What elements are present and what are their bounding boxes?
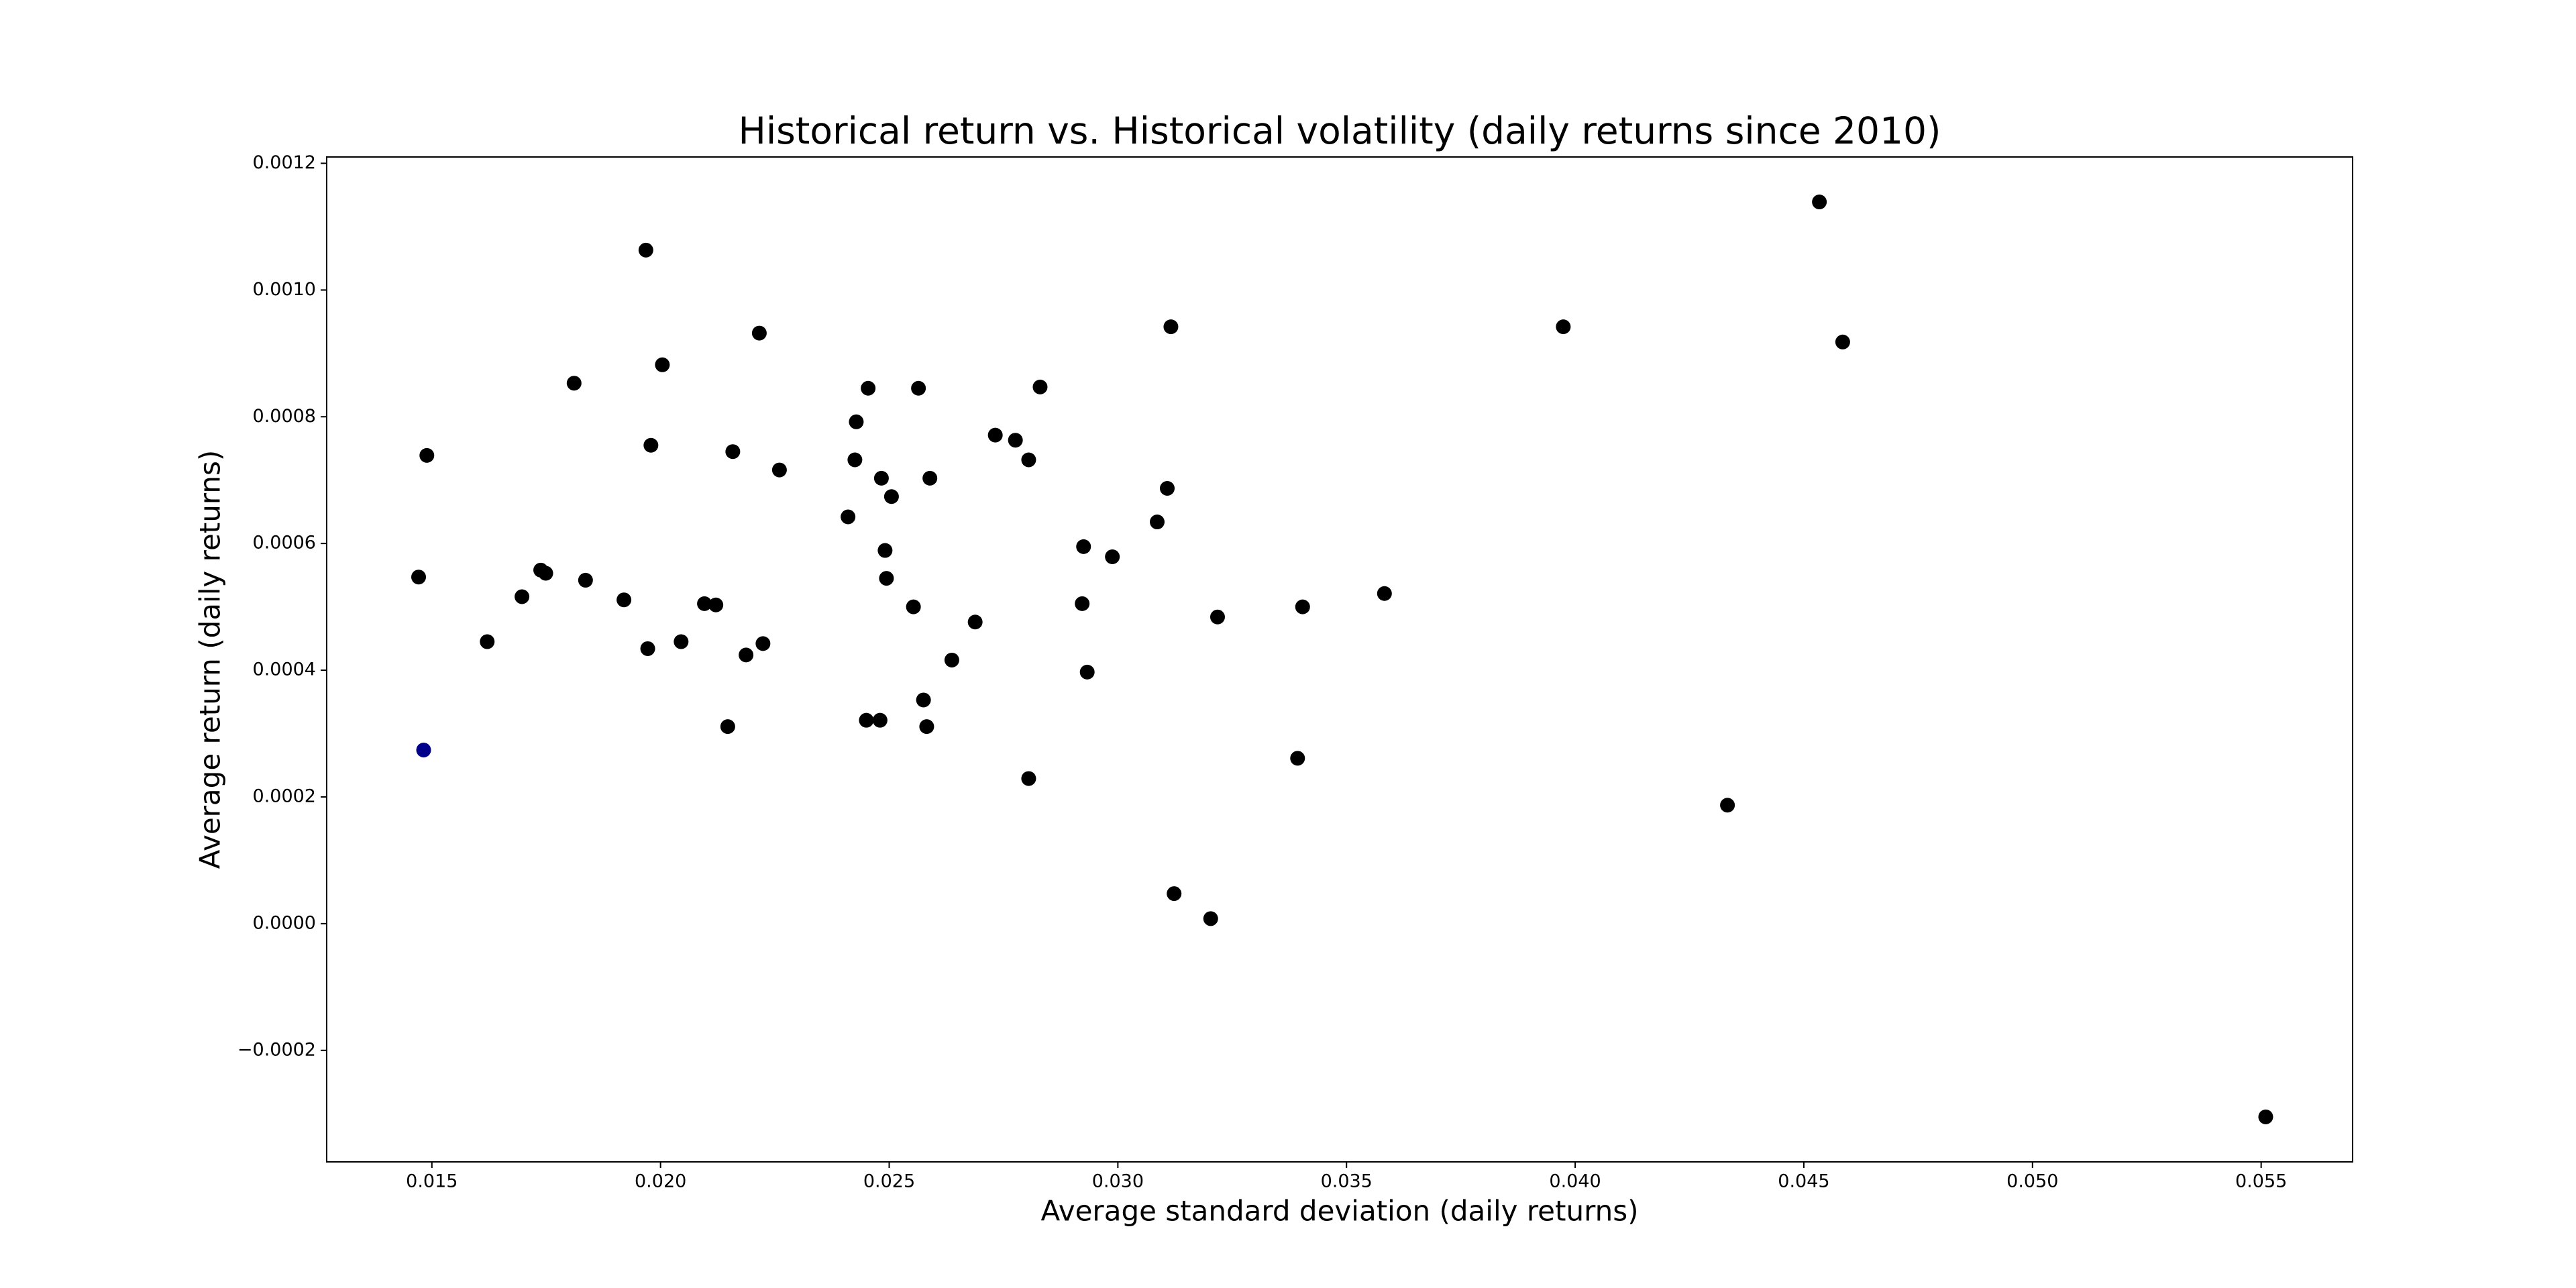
point (419, 447, 435, 463)
point (859, 712, 874, 728)
x-tick-label: 0.020 (635, 1171, 686, 1192)
x-tick-label: 0.055 (2235, 1171, 2287, 1192)
y-tick-label: 0.0010 (253, 279, 316, 300)
x-tick-label: 0.045 (1778, 1171, 1829, 1192)
point (1021, 771, 1036, 786)
point (720, 719, 735, 735)
x-tick-label: 0.035 (1321, 1171, 1373, 1192)
point (1149, 515, 1165, 530)
x-tick-label: 0.050 (2006, 1171, 2058, 1192)
x-tick-label: 0.030 (1092, 1171, 1144, 1192)
point (1377, 586, 1392, 601)
point (911, 380, 926, 396)
point (1163, 319, 1179, 335)
point (674, 634, 689, 649)
point (1075, 596, 1090, 611)
point (697, 596, 712, 611)
y-tick-label: 0.0002 (253, 786, 316, 806)
point (515, 589, 530, 604)
point (906, 599, 921, 614)
point (411, 570, 427, 585)
point (416, 743, 431, 758)
point (883, 489, 899, 504)
y-tick-label: 0.0008 (253, 406, 316, 427)
point (1812, 195, 1827, 210)
point (879, 571, 894, 586)
point (1032, 379, 1048, 394)
point (861, 380, 876, 396)
point (566, 376, 582, 391)
x-axis-label: Average standard deviation (daily return… (1040, 1195, 1638, 1228)
point (739, 647, 754, 663)
y-tick-label: 0.0000 (253, 912, 316, 933)
point (1021, 452, 1036, 468)
point (1203, 911, 1218, 926)
point (877, 543, 893, 558)
y-tick-label: 0.0004 (253, 659, 316, 680)
plot-frame (326, 156, 2353, 1163)
point (919, 719, 934, 735)
point (771, 462, 787, 478)
point (1167, 886, 1182, 902)
point (847, 452, 863, 468)
chart-title: Historical return vs. Historical volatil… (739, 109, 1941, 152)
y-tick-label: 0.0006 (253, 533, 316, 553)
point (2258, 1109, 2273, 1124)
y-tick-label: 0.0012 (253, 152, 316, 173)
point (1720, 798, 1735, 813)
point (1290, 751, 1305, 766)
point (1105, 549, 1120, 564)
point (640, 641, 655, 656)
point (725, 444, 741, 460)
point (1008, 433, 1023, 448)
point (1556, 319, 1571, 335)
x-tick-label: 0.015 (406, 1171, 458, 1192)
point (967, 614, 983, 630)
point (655, 357, 670, 372)
point (922, 470, 938, 486)
point (578, 572, 593, 588)
point (1835, 334, 1850, 350)
point (480, 634, 495, 649)
point (849, 414, 864, 429)
point (1076, 539, 1091, 554)
point (755, 636, 771, 651)
point (872, 712, 888, 728)
point (751, 325, 767, 341)
point (1295, 599, 1310, 614)
point (1159, 480, 1175, 496)
x-tick-label: 0.025 (863, 1171, 915, 1192)
point (944, 652, 959, 667)
point (873, 470, 889, 486)
point (841, 509, 856, 525)
point (916, 692, 931, 708)
x-tick-label: 0.040 (1549, 1171, 1601, 1192)
point (538, 566, 553, 581)
point (638, 242, 653, 258)
y-tick-label: −0.0002 (237, 1039, 316, 1060)
y-axis-label: Average return (daily returns) (194, 450, 227, 869)
point (1210, 609, 1225, 625)
point (987, 427, 1003, 443)
point (616, 592, 632, 608)
point (1079, 664, 1095, 680)
point (643, 437, 659, 453)
point (708, 597, 724, 612)
